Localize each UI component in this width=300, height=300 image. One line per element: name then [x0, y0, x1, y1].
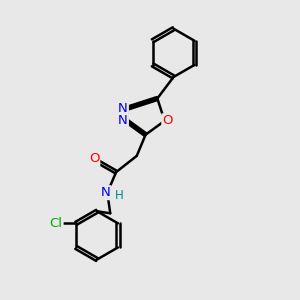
- Text: H: H: [115, 189, 124, 202]
- Text: O: O: [89, 152, 99, 165]
- Text: Cl: Cl: [50, 217, 63, 230]
- Text: N: N: [118, 102, 128, 115]
- Text: O: O: [162, 114, 173, 128]
- Text: N: N: [101, 186, 111, 199]
- Text: N: N: [118, 114, 128, 128]
